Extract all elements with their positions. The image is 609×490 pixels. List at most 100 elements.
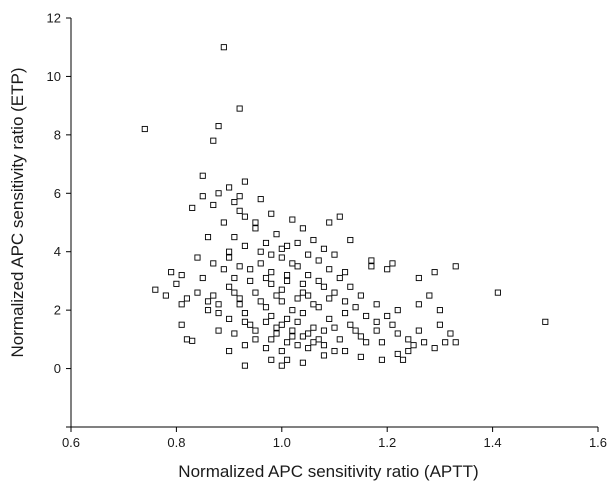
- data-point: [305, 251, 312, 258]
- data-point: [299, 333, 306, 340]
- data-point: [389, 260, 396, 267]
- data-point: [183, 336, 190, 343]
- data-point: [252, 225, 259, 232]
- data-point: [189, 337, 196, 344]
- y-axis-ticks: 0 2 4 6 8 10 12: [47, 11, 71, 428]
- data-point: [236, 207, 243, 214]
- data-point: [431, 345, 438, 352]
- data-point: [284, 339, 291, 346]
- data-point: [273, 292, 280, 299]
- data-point: [326, 219, 333, 226]
- data-point: [384, 312, 391, 320]
- data-point: [289, 333, 296, 340]
- y-tick-label: 4: [54, 244, 61, 259]
- data-point: [305, 345, 312, 352]
- data-point: [178, 301, 185, 308]
- x-tick-label: 1.4: [484, 435, 502, 450]
- data-point: [357, 353, 364, 360]
- data-point: [284, 356, 291, 363]
- data-point: [378, 339, 385, 346]
- data-point: [231, 198, 238, 206]
- x-tick-label: 1.0: [273, 435, 291, 450]
- data-point: [341, 347, 349, 355]
- data-point: [241, 310, 248, 317]
- data-point: [268, 280, 275, 287]
- data-point: [326, 295, 333, 302]
- data-point: [215, 123, 222, 130]
- data-point: [410, 342, 417, 349]
- data-point: [204, 298, 212, 305]
- data-point: [194, 254, 201, 261]
- data-point: [278, 347, 285, 355]
- data-point: [241, 318, 248, 325]
- data-point: [268, 356, 275, 363]
- data-point: [247, 321, 254, 328]
- data-point: [278, 286, 285, 293]
- data-point: [315, 257, 322, 264]
- data-point: [352, 304, 359, 311]
- data-point: [278, 362, 285, 369]
- data-point: [252, 336, 259, 343]
- data-point: [226, 315, 233, 322]
- x-tick-label: 0.8: [167, 435, 185, 450]
- y-tick-label: 12: [47, 11, 61, 26]
- data-point: [141, 125, 148, 133]
- data-point: [415, 301, 422, 308]
- data-point: [199, 193, 206, 200]
- data-point: [357, 292, 364, 299]
- data-point: [210, 292, 217, 299]
- data-point: [447, 330, 454, 337]
- data-point: [310, 301, 317, 308]
- data-point: [168, 269, 175, 276]
- data-point: [405, 347, 412, 355]
- data-point: [320, 245, 328, 252]
- data-point: [236, 263, 243, 270]
- data-point: [220, 266, 227, 273]
- data-point: [273, 231, 280, 238]
- data-point: [341, 310, 349, 317]
- data-point: [199, 172, 206, 179]
- data-point: [183, 295, 190, 302]
- data-point: [204, 307, 212, 314]
- x-axis-title: Normalized APC sensitivity ratio (APTT): [178, 462, 478, 481]
- y-tick-label: 8: [54, 127, 61, 142]
- data-point: [257, 260, 264, 267]
- data-point: [331, 289, 338, 296]
- data-point: [226, 248, 233, 255]
- data-point: [257, 248, 264, 255]
- data-point: [310, 324, 317, 331]
- data-point: [320, 342, 328, 349]
- data-point: [173, 280, 180, 287]
- y-tick-label: 2: [54, 303, 61, 318]
- data-point: [289, 307, 296, 314]
- data-point: [341, 298, 349, 305]
- data-point: [210, 201, 217, 209]
- data-point: [373, 301, 380, 308]
- data-point: [257, 196, 264, 203]
- data-point: [326, 266, 333, 273]
- data-point: [436, 307, 443, 314]
- data-point: [289, 260, 296, 267]
- data-point: [241, 342, 248, 349]
- data-point: [315, 277, 322, 284]
- data-point: [215, 327, 222, 334]
- data-point: [368, 263, 375, 270]
- data-point: [336, 336, 343, 343]
- data-point: [236, 295, 243, 302]
- data-point: [231, 274, 238, 282]
- data-point: [220, 44, 227, 51]
- data-point: [294, 239, 301, 247]
- data-point: [299, 289, 306, 296]
- data-point: [220, 219, 227, 226]
- data-point: [299, 225, 306, 232]
- data-point: [236, 105, 243, 112]
- data-point: [352, 327, 359, 334]
- data-point: [210, 260, 217, 267]
- data-point: [378, 356, 385, 363]
- data-point: [215, 190, 222, 197]
- data-point: [320, 352, 328, 359]
- data-point: [373, 318, 380, 325]
- data-point: [278, 298, 285, 305]
- data-point: [210, 137, 217, 144]
